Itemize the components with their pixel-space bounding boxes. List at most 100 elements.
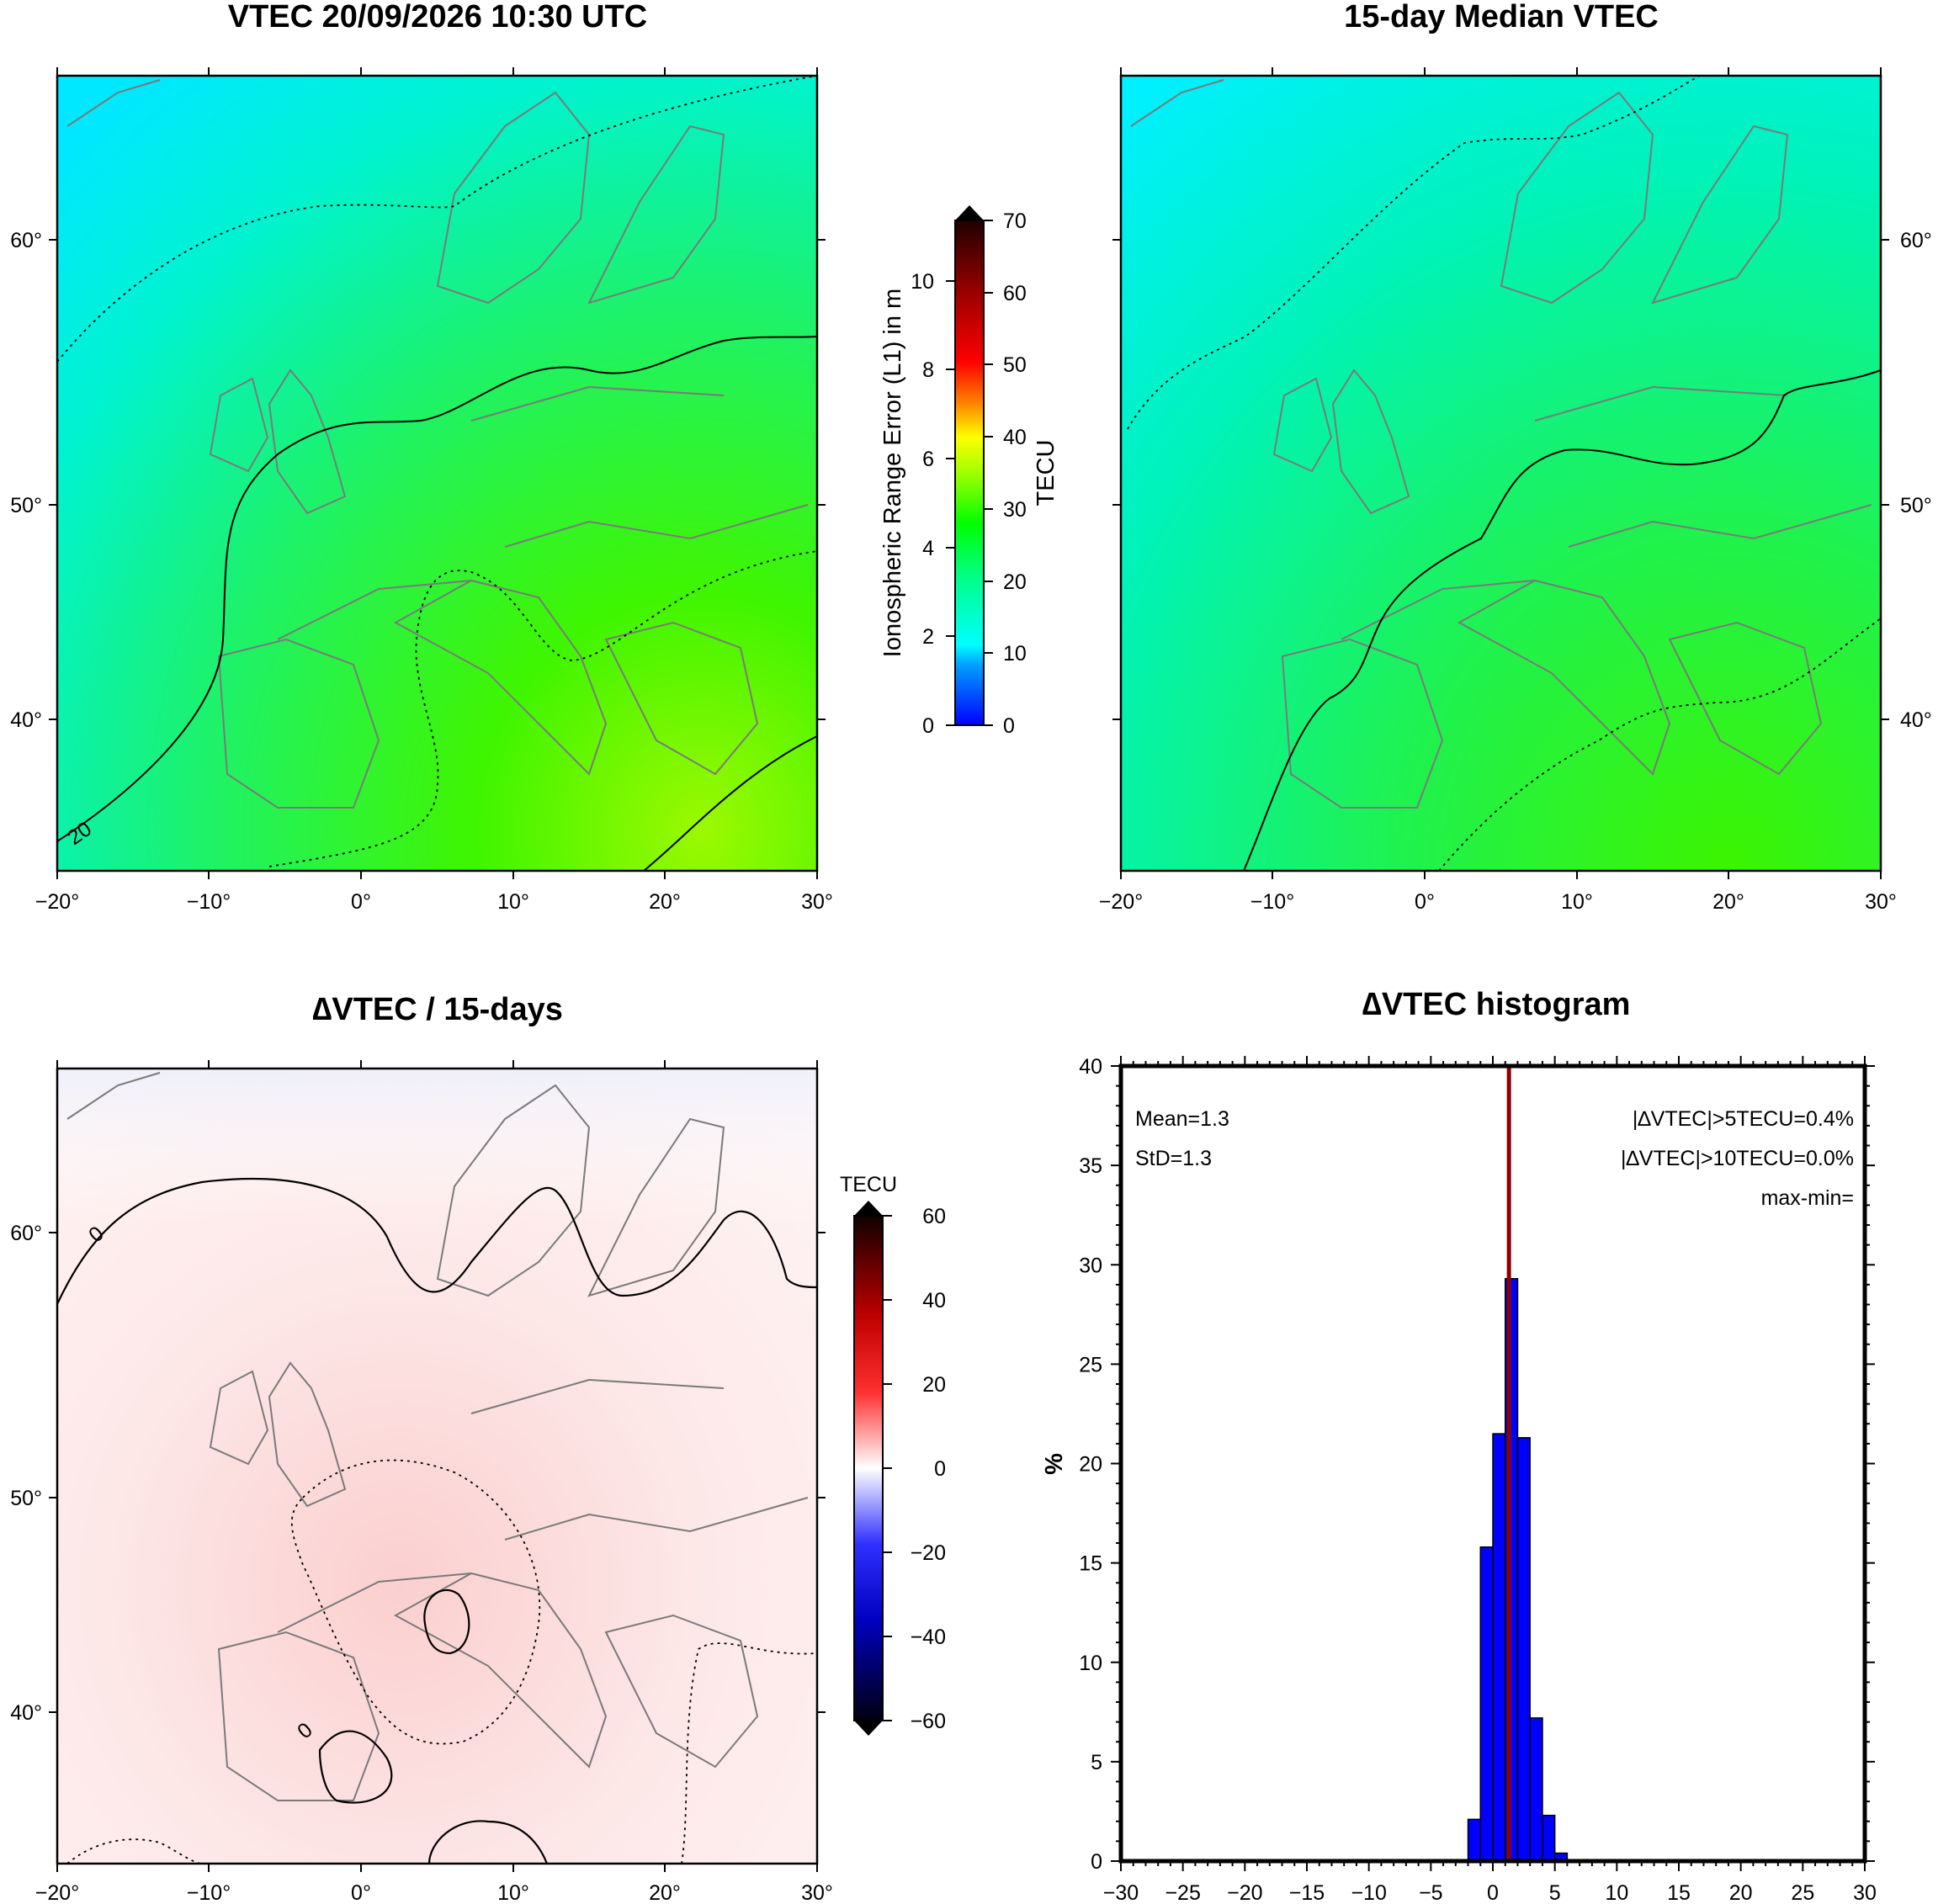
tick-label: −20°	[35, 890, 79, 914]
colorbar-ticks	[946, 220, 993, 726]
tick-label: 0	[1003, 714, 1015, 738]
histogram-bar	[1492, 1433, 1506, 1862]
colorbar-body	[853, 1215, 884, 1721]
tick-label: 0	[934, 1457, 946, 1481]
vtec-panel: VTEC 20/09/2026 10:30 UTC 20	[10, 0, 833, 914]
tick-label: 6	[922, 448, 934, 471]
tick-label: 0	[922, 714, 934, 738]
over5-annotation: |∆VTEC|>5TECU=0.4%	[1633, 1107, 1854, 1131]
median-map-frame	[1119, 74, 1882, 872]
colorbar-overflow-triangle	[854, 1201, 883, 1216]
tick-label: −20	[911, 1541, 946, 1565]
colorbar-overflow-triangle	[955, 205, 984, 220]
tick-label: −20°	[35, 1881, 79, 1904]
histogram-bar	[1542, 1814, 1556, 1862]
tick-label: 10°	[497, 1881, 529, 1904]
colorbar-underflow-triangle	[854, 1721, 883, 1736]
median-frame-ticks	[1112, 67, 1889, 879]
x-tick-label: −15	[1289, 1881, 1325, 1904]
histogram-bar	[1467, 1818, 1482, 1862]
tick-label: 30°	[1865, 890, 1897, 914]
delta-title: ∆VTEC / 15-days	[312, 992, 563, 1027]
median-title: 15-day Median VTEC	[1344, 0, 1659, 34]
tick-label: −40	[911, 1626, 946, 1649]
x-tick-label: 5	[1549, 1881, 1561, 1904]
tick-label: 40	[922, 1289, 946, 1313]
x-tick-label: −20	[1227, 1881, 1262, 1904]
median-x-ticklabels: −20° −10° 0° 10° 20° 30°	[1099, 890, 1897, 914]
tick-label: 2	[922, 625, 934, 649]
tick-label: 50°	[1900, 494, 1932, 517]
tick-label: 40	[1003, 426, 1027, 449]
tick-label: 20°	[649, 1881, 681, 1904]
median-contours	[1127, 75, 1882, 872]
mean-annotation: Mean=1.3	[1135, 1107, 1229, 1131]
x-tick-label: 0	[1487, 1881, 1499, 1904]
tick-label: 10°	[1561, 890, 1593, 914]
tick-label: 50	[1003, 353, 1027, 377]
colorbar-ticklabels: 60 40 20 0 −20 −40 −60	[911, 1205, 946, 1733]
tick-label: 10	[911, 270, 934, 294]
delta-coastlines	[66, 1072, 809, 1801]
tick-label: 60	[922, 1205, 946, 1228]
vtec-y-ticklabels: 40° 50° 60°	[10, 229, 42, 732]
tick-label: 70	[1003, 209, 1027, 233]
tick-label: 50°	[10, 494, 42, 517]
y-tick-label: 35	[1079, 1154, 1102, 1178]
vtec-frame-ticks	[49, 67, 826, 879]
y-tick-label: 5	[1091, 1751, 1102, 1774]
tick-label: 40°	[1900, 708, 1932, 732]
colorbar-title: TECU	[840, 1173, 897, 1196]
histogram-panel: ∆VTEC histogram −30 −25 −20 −15 −10 −5 0 5 10 15 2…	[1041, 987, 1877, 1904]
tick-label: 20°	[1712, 890, 1744, 914]
histogram-bars	[1467, 1278, 1569, 1862]
tick-label: 40°	[10, 708, 42, 732]
tick-label: 60°	[10, 229, 42, 252]
x-tick-label: −10	[1351, 1881, 1386, 1904]
over10-annotation: |∆VTEC|>10TECU=0.0%	[1621, 1147, 1854, 1170]
tick-label: 60°	[10, 1222, 42, 1245]
tick-label: 30°	[801, 890, 833, 914]
histogram-frame	[1118, 1063, 1867, 1864]
histogram-axes: −30 −25 −20 −15 −10 −5 0 5 10 15 20 25 30 0 5 10 15 20 25 3…	[1079, 1055, 1877, 1904]
tick-label: 10°	[497, 890, 529, 914]
tick-label: 40°	[10, 1701, 42, 1725]
vtec-title: VTEC 20/09/2026 10:30 UTC	[228, 0, 648, 34]
delta-colorbar: TECU 60 40 20 0 −20 −40 −60	[840, 1173, 946, 1736]
tick-label: −20°	[1099, 890, 1143, 914]
y-tick-label: 0	[1091, 1850, 1102, 1874]
y-tick-label: 20	[1079, 1453, 1102, 1477]
histogram-bar	[1516, 1437, 1531, 1862]
x-tick-label: −25	[1165, 1881, 1200, 1904]
colorbar-right-ticklabels: 0 10 20 30 40 50 60 70	[1003, 209, 1027, 738]
y-tick-label: 30	[1079, 1254, 1102, 1277]
histogram-bar	[1529, 1717, 1543, 1862]
tick-label: 60	[1003, 282, 1027, 305]
x-tick-label: 10	[1605, 1881, 1628, 1904]
delta-frame-ticks	[49, 1060, 826, 1872]
y-tick-label: 10	[1079, 1652, 1102, 1675]
colorbar-ticks	[883, 1215, 892, 1721]
delta-x-ticklabels: −20° −10° 0° 10° 20° 30°	[35, 1881, 833, 1904]
tick-label: 20°	[649, 890, 681, 914]
vtec-map-field	[57, 76, 817, 871]
y-tick-label: 25	[1079, 1353, 1102, 1376]
delta-contours	[56, 1177, 818, 1864]
histogram-title: ∆VTEC histogram	[1362, 987, 1631, 1022]
tick-label: 4	[922, 537, 934, 560]
tick-label: −60	[911, 1710, 946, 1733]
delta-y-ticklabels: 40° 50° 60°	[10, 1222, 42, 1725]
tick-label: 8	[922, 358, 934, 382]
median-y-ticklabels: 40° 50° 60°	[1900, 229, 1932, 732]
colorbar-right-label: TECU	[1033, 440, 1059, 506]
delta-panel: ∆VTEC / 15-days 0 0	[10, 992, 833, 1904]
tick-label: −10°	[187, 890, 231, 914]
histogram-bar	[1479, 1546, 1494, 1862]
y-tick-label: 40	[1079, 1055, 1102, 1079]
vtec-x-ticklabels: −20° −10° 0° 10° 20° 30°	[35, 890, 833, 914]
tick-label: 60°	[1900, 229, 1932, 252]
histogram-ylabel: %	[1041, 1453, 1068, 1475]
tick-label: −10°	[1250, 890, 1294, 914]
vtec-map-frame	[56, 74, 819, 872]
